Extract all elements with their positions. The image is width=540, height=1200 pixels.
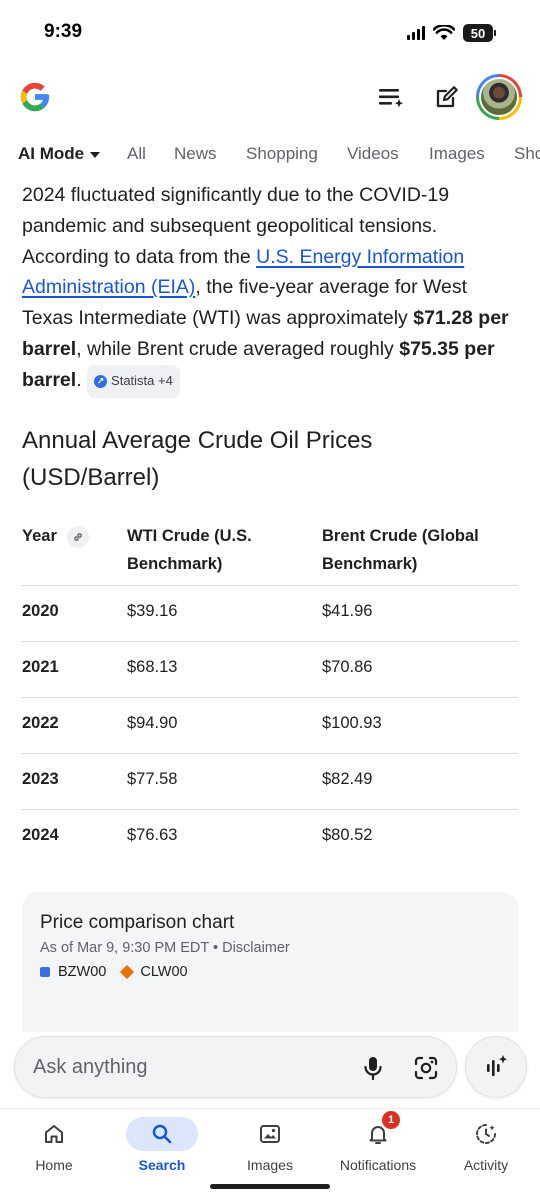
cell-wti: $94.90 (127, 714, 178, 732)
cell-wti: $39.16 (127, 602, 178, 620)
nav-search[interactable]: Search (108, 1117, 216, 1173)
nav-images[interactable]: Images (216, 1117, 324, 1173)
nav-label: Home (35, 1157, 73, 1173)
tab-shopping[interactable]: Shopping (246, 144, 318, 163)
brent-average: $75.35 per barrel (22, 337, 495, 391)
battery-icon: 50 (463, 24, 496, 42)
price-comparison-card[interactable]: Price comparison chart As of Mar 9, 9:30… (22, 892, 518, 1032)
tab-label: AI Mode (18, 144, 85, 163)
source-chip[interactable]: ↗ Statista +4 (87, 364, 180, 398)
header-wti: WTI Crude (U.S. Benchmark) (127, 522, 252, 578)
ask-input[interactable] (33, 1051, 353, 1083)
google-g-logo[interactable] (18, 80, 52, 114)
search-history-icon[interactable] (376, 82, 406, 112)
legend-item-clw00[interactable]: CLW00 (120, 964, 188, 980)
nav-label: Activity (463, 1157, 509, 1173)
diamond-icon (120, 964, 135, 980)
statista-icon: ↗ (94, 374, 108, 388)
app-header (0, 68, 540, 128)
live-waveform-icon (487, 1055, 507, 1076)
bell-icon: 1 (342, 1111, 414, 1151)
microphone-icon[interactable] (358, 1053, 388, 1083)
table-row: 2023 $77.58 $82.49 (22, 754, 518, 810)
header-wti-line-1: WTI Crude (U.S. (127, 527, 252, 545)
notification-badge: 1 (382, 1111, 400, 1129)
legend-label: CLW00 (140, 964, 188, 980)
cell-year: 2021 (22, 658, 59, 676)
search-tabs: AI Mode All News Shopping Videos Images … (0, 138, 540, 174)
tab-all[interactable]: All (127, 144, 146, 163)
cell-brent: $41.96 (322, 602, 373, 620)
square-icon (40, 967, 50, 977)
cell-year: 2023 (22, 770, 59, 788)
source-chip-label: Statista +4 (111, 372, 173, 388)
answer-text-3: , while Brent crude averaged roughly (76, 337, 400, 360)
cell-wti: $76.63 (127, 826, 178, 844)
edit-icon[interactable] (432, 82, 462, 112)
wifi-icon (433, 25, 455, 40)
section-title: Annual Average Crude Oil Prices (USD/Bar… (22, 427, 373, 491)
status-bar: 9:39 50 (0, 0, 540, 64)
eia-link[interactable]: U.S. Energy Information Administration (… (22, 245, 465, 299)
chart-card-subtitle: As of Mar 9, 9:30 PM EDT • Disclaimer (40, 940, 290, 956)
header-brent: Brent Crude (Global Benchmark) (322, 522, 479, 578)
table-row: 2022 $94.90 $100.93 (22, 698, 518, 754)
answer-paragraph: 2024 fluctuated significantly due to the… (22, 180, 522, 398)
answer-text-1: 2024 fluctuated significantly due to the… (22, 184, 450, 268)
avatar[interactable] (476, 74, 522, 120)
table-row: 2020 $39.16 $41.96 (22, 586, 518, 642)
tab-shopping-overflow[interactable]: Sho (514, 144, 540, 163)
nav-notifications[interactable]: 1 Notifications (324, 1111, 432, 1173)
nav-label: Images (247, 1157, 293, 1173)
ai-answer: 2024 fluctuated significantly due to the… (22, 180, 522, 398)
header-brent-line-2: Benchmark) (322, 555, 418, 573)
cell-year: 2022 (22, 714, 59, 732)
ask-bar (14, 1036, 457, 1098)
battery-level: 50 (463, 24, 493, 42)
table-header: Year WTI Crude (U.S. Benchmark) Brent Cr… (22, 518, 518, 586)
header-wti-line-2: Benchmark) (127, 555, 223, 573)
tab-news[interactable]: News (174, 144, 217, 163)
legend-label: BZW00 (58, 964, 107, 980)
table-row: 2024 $76.63 $80.52 (22, 810, 518, 866)
chevron-down-icon (90, 152, 101, 158)
status-time: 9:39 (44, 21, 83, 42)
chart-card-title: Price comparison chart (40, 912, 235, 933)
table-row: 2021 $68.13 $70.86 (22, 642, 518, 698)
nav-label: Notifications (339, 1157, 417, 1173)
cell-brent: $100.93 (322, 714, 382, 732)
answer-text-4: . (76, 368, 82, 391)
chart-legend: BZW00 CLW00 (40, 964, 500, 980)
answer-text-2: , the five-year average for West Texas I… (22, 276, 468, 330)
tab-ai-mode[interactable]: AI Mode (18, 144, 101, 164)
status-icons: 50 (407, 24, 496, 42)
cell-wti: $77.58 (127, 770, 178, 788)
lens-camera-icon[interactable] (411, 1053, 441, 1083)
nav-label: Search (138, 1157, 186, 1173)
legend-item-bzw00[interactable]: BZW00 (40, 964, 106, 980)
images-icon (234, 1117, 306, 1151)
cell-brent: $80.52 (322, 826, 373, 844)
cell-brent: $82.49 (322, 770, 373, 788)
tab-images[interactable]: Images (429, 144, 485, 163)
cell-year: 2020 (22, 602, 59, 620)
nav-home[interactable]: Home (0, 1117, 108, 1173)
home-icon (18, 1117, 90, 1151)
header-brent-line-1: Brent Crude (Global (322, 527, 479, 545)
home-indicator (210, 1184, 330, 1189)
search-icon (126, 1117, 198, 1151)
header-year-label: Year (22, 527, 57, 545)
header-year: Year (22, 522, 90, 550)
activity-icon (450, 1117, 522, 1151)
price-table: Year WTI Crude (U.S. Benchmark) Brent Cr… (22, 518, 518, 866)
live-voice-button[interactable] (465, 1036, 527, 1098)
nav-activity[interactable]: Activity (432, 1117, 540, 1173)
cell-year: 2024 (22, 826, 59, 844)
cell-wti: $68.13 (127, 658, 178, 676)
signal-icon (407, 26, 425, 40)
cell-brent: $70.86 (322, 658, 373, 676)
tab-videos[interactable]: Videos (347, 144, 399, 163)
wti-average: $71.28 per barrel (22, 307, 509, 360)
link-icon[interactable] (67, 525, 90, 548)
